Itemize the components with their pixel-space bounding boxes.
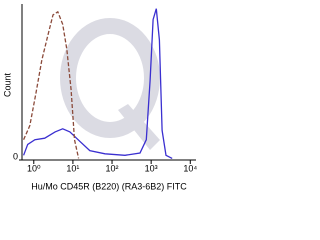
x-tick-label: 10² <box>106 163 119 173</box>
x-tick-label: 10¹ <box>66 163 79 173</box>
x-tick-label: 10³ <box>145 163 158 173</box>
chart: Count Hu/Mo CD45R (B220) (RA3-6B2) FITC … <box>2 4 197 191</box>
histogram-line <box>23 10 80 159</box>
y-axis-label: Count <box>2 73 12 98</box>
watermark <box>60 18 160 150</box>
x-tick-label: 10⁴ <box>183 163 197 173</box>
histogram-line <box>22 8 173 159</box>
y-tick-label: 0 <box>13 151 18 161</box>
x-axis-label: Hu/Mo CD45R (B220) (RA3-6B2) FITC <box>31 181 187 191</box>
x-tick-label: 10⁰ <box>27 163 41 173</box>
